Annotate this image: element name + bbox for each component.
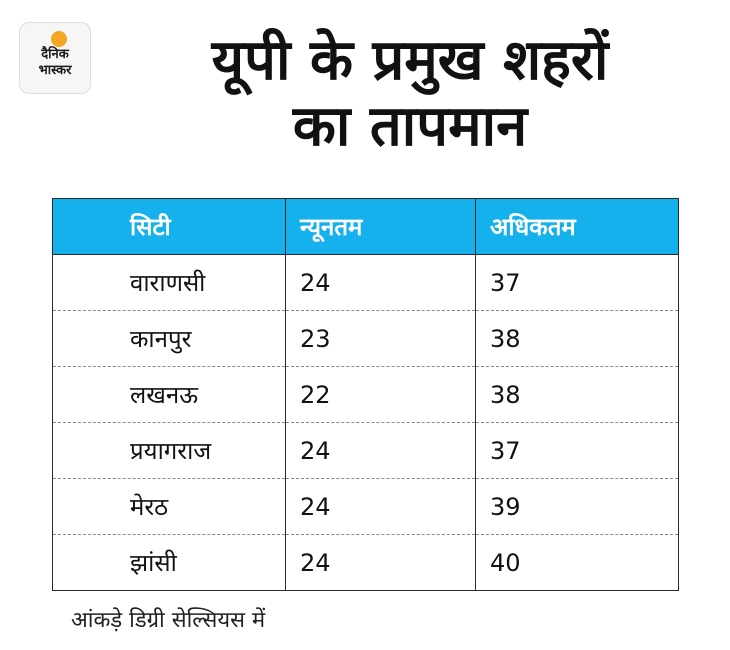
table-row: लखनऊ 22 38 xyxy=(52,366,679,423)
footnote: आंकड़े डिग्री सेल्सियस में xyxy=(71,608,266,633)
min-cell: 23 xyxy=(285,310,476,367)
dainik-bhaskar-logo: दैनिक भास्कर xyxy=(19,22,91,94)
min-cell: 22 xyxy=(285,366,476,423)
table-row: झांसी 24 40 xyxy=(52,534,679,591)
city-cell: मेरठ xyxy=(52,478,286,535)
table-row: कानपुर 23 38 xyxy=(52,310,679,367)
city-cell: कानपुर xyxy=(52,310,286,367)
table-row: मेरठ 24 39 xyxy=(52,478,679,535)
header-city: सिटी xyxy=(52,198,286,255)
city-cell: वाराणसी xyxy=(52,254,286,311)
header-min: न्यूनतम xyxy=(285,198,476,255)
sun-icon xyxy=(51,31,67,47)
min-cell: 24 xyxy=(285,422,476,479)
max-cell: 40 xyxy=(475,534,679,591)
max-cell: 39 xyxy=(475,478,679,535)
max-cell: 38 xyxy=(475,310,679,367)
city-cell: प्रयागराज xyxy=(52,422,286,479)
max-cell: 37 xyxy=(475,422,679,479)
min-cell: 24 xyxy=(285,478,476,535)
temperature-table: सिटी न्यूनतम अधिकतम वाराणसी 24 37 कानपुर… xyxy=(52,198,679,591)
max-cell: 38 xyxy=(475,366,679,423)
max-cell: 37 xyxy=(475,254,679,311)
min-cell: 24 xyxy=(285,534,476,591)
page-title: यूपी के प्रमुख शहरों का तापमान xyxy=(100,28,720,160)
logo-text-line1: दैनिक xyxy=(41,47,69,62)
title-line-2: का तापमान xyxy=(292,94,528,159)
table-row: प्रयागराज 24 37 xyxy=(52,422,679,479)
city-cell: लखनऊ xyxy=(52,366,286,423)
logo-text-line2: भास्कर xyxy=(38,63,72,78)
header-max: अधिकतम xyxy=(475,198,679,255)
city-cell: झांसी xyxy=(52,534,286,591)
table-header-row: सिटी न्यूनतम अधिकतम xyxy=(52,198,679,255)
title-line-1: यूपी के प्रमुख शहरों xyxy=(211,28,609,93)
min-cell: 24 xyxy=(285,254,476,311)
table-row: वाराणसी 24 37 xyxy=(52,254,679,311)
